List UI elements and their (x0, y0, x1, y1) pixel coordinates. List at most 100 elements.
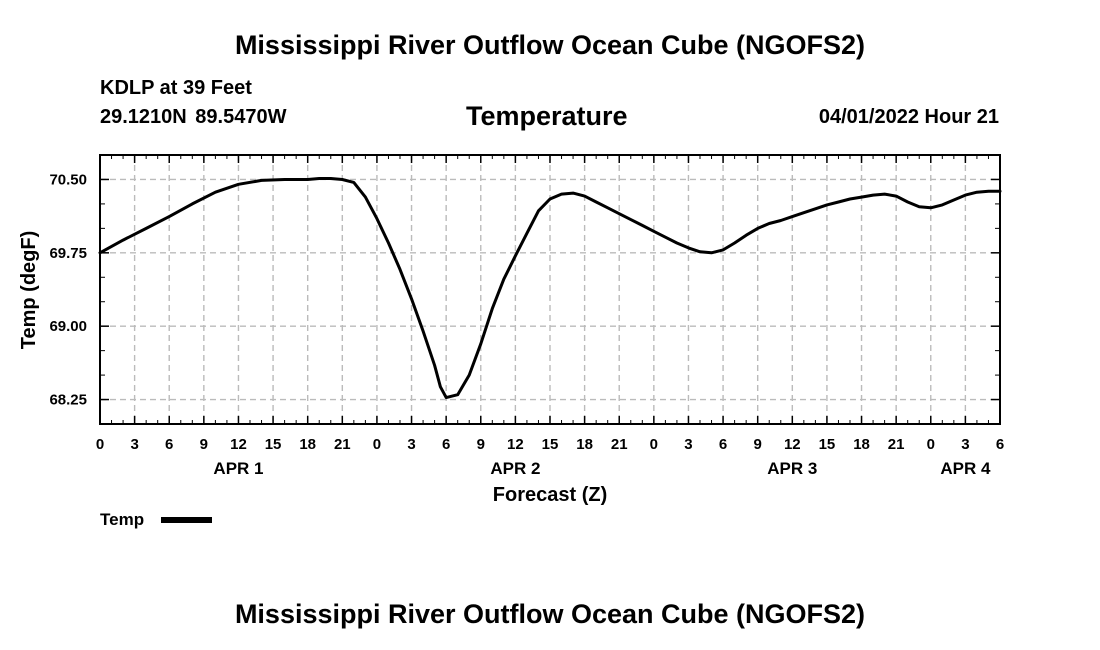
data-point (953, 199, 955, 201)
data-point (237, 183, 240, 186)
data-point (514, 254, 517, 257)
label-layer: 0 3 6 9 12 15 18 21 0 3 6 9 12 15 18 21 0 3 6 9 12 15 18 21 0 3 6A… (49, 171, 1004, 478)
data-point (687, 247, 690, 249)
x-tick-label: 18 (299, 436, 316, 453)
data-point (145, 227, 147, 230)
y-tick-label: 69.75 (49, 245, 87, 262)
x-tick-label: 21 (888, 436, 905, 453)
data-point (422, 330, 424, 332)
x-tick-label: 3 (407, 436, 415, 453)
x-date-label: APR 2 (490, 459, 540, 478)
x-tick-label: 6 (165, 436, 173, 453)
data-point (468, 374, 471, 376)
x-tick-label: 6 (442, 436, 450, 453)
data-point (699, 251, 701, 253)
data-point (341, 178, 344, 181)
data-point (837, 201, 840, 203)
data-point (826, 204, 828, 206)
data-point (722, 249, 724, 251)
data-point (168, 215, 171, 218)
data-point (306, 178, 309, 181)
data-point (976, 191, 978, 193)
data-point (814, 208, 817, 210)
x-tick-label: 3 (961, 436, 969, 453)
x-tick-label: 9 (754, 436, 762, 453)
data-point (676, 242, 678, 244)
data-point (439, 386, 442, 388)
data-point (410, 297, 413, 300)
x-tick-label: 0 (650, 436, 658, 453)
data-point (987, 190, 990, 192)
legend-label: Temp (100, 510, 144, 529)
x-tick-label: 9 (200, 436, 208, 453)
x-tick-label: 0 (373, 436, 381, 453)
station-label: KDLP at 39 Feet (100, 77, 252, 99)
x-tick-label: 0 (927, 436, 935, 453)
data-point (329, 177, 332, 180)
data-point (929, 207, 932, 209)
data-point (283, 178, 286, 181)
x-tick-label: 18 (853, 436, 870, 453)
data-point (756, 227, 759, 230)
data-point (872, 194, 874, 196)
x-tick-label: 9 (477, 436, 485, 453)
data-point (768, 222, 771, 225)
data-point (399, 268, 401, 271)
data-point (526, 232, 528, 235)
x-tick-label: 12 (507, 436, 524, 453)
series-layer (98, 177, 1002, 400)
data-point (745, 234, 747, 237)
x-date-label: APR 1 (213, 459, 263, 478)
data-point (572, 192, 574, 194)
data-point (491, 307, 494, 310)
tick-layer (99, 154, 1001, 425)
data-point (353, 181, 355, 184)
data-point (906, 201, 909, 203)
x-tick-label: 15 (542, 436, 559, 453)
data-point (653, 230, 655, 233)
data-point (733, 242, 736, 244)
data-point (918, 206, 921, 208)
x-date-label: APR 3 (767, 459, 817, 478)
data-point (629, 218, 632, 221)
data-point (214, 191, 217, 193)
data-point (779, 219, 782, 222)
x-date-label: APR 4 (940, 459, 991, 478)
x-tick-label: 15 (265, 436, 282, 453)
data-point (376, 217, 378, 220)
data-point (641, 224, 644, 227)
data-point (791, 215, 794, 218)
data-point (503, 278, 505, 281)
data-point (710, 252, 713, 254)
data-point (445, 396, 447, 399)
x-tick-label: 21 (334, 436, 351, 453)
data-point (122, 239, 124, 241)
data-point (803, 211, 805, 214)
x-tick-label: 21 (611, 436, 628, 453)
x-tick-label: 3 (130, 436, 138, 453)
legend: Temp (100, 510, 212, 529)
data-point (560, 193, 563, 195)
data-point (883, 193, 886, 195)
grid-layer (100, 155, 1000, 424)
y-tick-label: 70.50 (49, 171, 87, 188)
x-tick-label: 12 (230, 436, 247, 453)
y-axis-title: Temp (degF) (18, 231, 40, 350)
x-tick-label: 6 (719, 436, 727, 453)
data-point (479, 342, 482, 345)
footer-title: Mississippi River Outflow Ocean Cube (NG… (234, 599, 866, 629)
data-point (387, 242, 390, 244)
data-point (618, 212, 621, 215)
data-point (606, 207, 609, 209)
data-point (318, 177, 321, 180)
temperature-chart: 0 3 6 9 12 15 18 21 0 3 6 9 12 15 18 21 0 3 6 9 12 15 18 21 0 3 6A… (18, 154, 1004, 529)
data-point (364, 196, 367, 198)
x-axis-title: Forecast (Z) (493, 484, 607, 506)
data-point (433, 364, 436, 367)
x-tick-label: 12 (784, 436, 801, 453)
x-tick-label: 3 (684, 436, 692, 453)
data-point (456, 393, 459, 396)
data-point (860, 196, 863, 198)
forecast-datetime: 04/01/2022 Hour 21 (818, 106, 999, 128)
data-point (191, 203, 194, 205)
